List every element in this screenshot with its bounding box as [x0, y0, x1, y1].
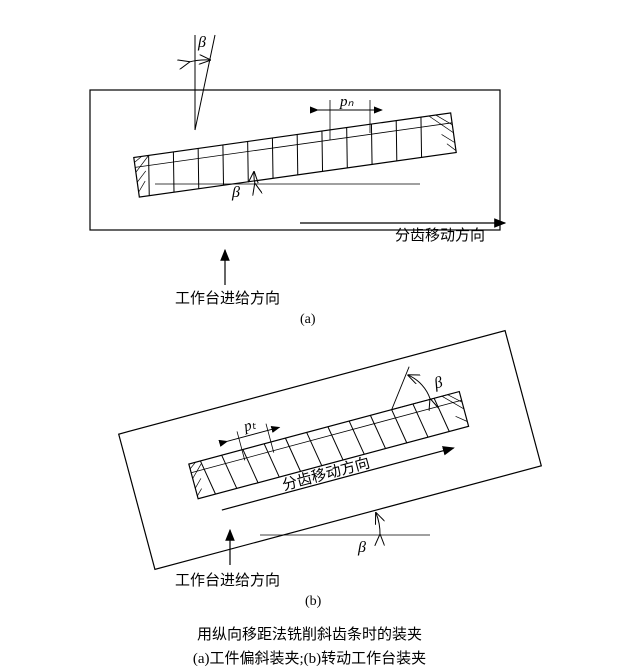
- sublabel-a: (a): [300, 312, 316, 327]
- beta-label-bottom-a: β: [231, 184, 240, 201]
- diagram-b: pₜ β 分齿移动方向 β 工作台进给方向: [119, 331, 542, 609]
- diagram-a: β β pₙ 分齿移动方向 工作台进给方向 (a): [90, 34, 505, 327]
- table-feed-label-b: 工作台进给方向: [175, 572, 280, 589]
- indexing-label-a: 分齿移动方向: [395, 227, 485, 244]
- sublabel-b: (b): [305, 594, 322, 609]
- rack-a: [134, 113, 456, 197]
- rack-b: [189, 392, 469, 499]
- beta-label-bottom-b: β: [357, 539, 366, 556]
- caption-line-1: 用纵向移距法铣削斜齿条时的装夹: [0, 623, 619, 647]
- caption-line-2: (a)工件偏斜装夹;(b)转动工作台装夹: [0, 647, 619, 671]
- table-feed-a: 工作台进给方向: [175, 250, 280, 307]
- diagram-container: β β pₙ 分齿移动方向 工作台进给方向 (a): [0, 0, 619, 669]
- beta-label-top-b: β: [431, 374, 444, 393]
- pn-label: pₙ: [339, 94, 355, 110]
- beta-label-top-a: β: [197, 34, 206, 51]
- figure-caption: 用纵向移距法铣削斜齿条时的装夹 (a)工件偏斜装夹;(b)转动工作台装夹: [0, 623, 619, 671]
- pt-label: pₜ: [241, 416, 258, 435]
- table-feed-label-a: 工作台进给方向: [175, 290, 280, 307]
- indexing-direction-a: 分齿移动方向: [300, 223, 505, 244]
- angle-beta-top-a: β: [189, 34, 215, 130]
- figure-svg: β β pₙ 分齿移动方向 工作台进给方向 (a): [0, 0, 619, 615]
